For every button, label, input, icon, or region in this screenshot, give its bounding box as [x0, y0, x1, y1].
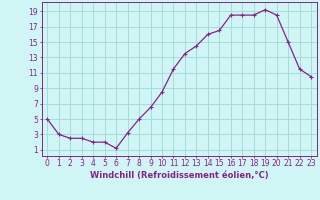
X-axis label: Windchill (Refroidissement éolien,°C): Windchill (Refroidissement éolien,°C) — [90, 171, 268, 180]
